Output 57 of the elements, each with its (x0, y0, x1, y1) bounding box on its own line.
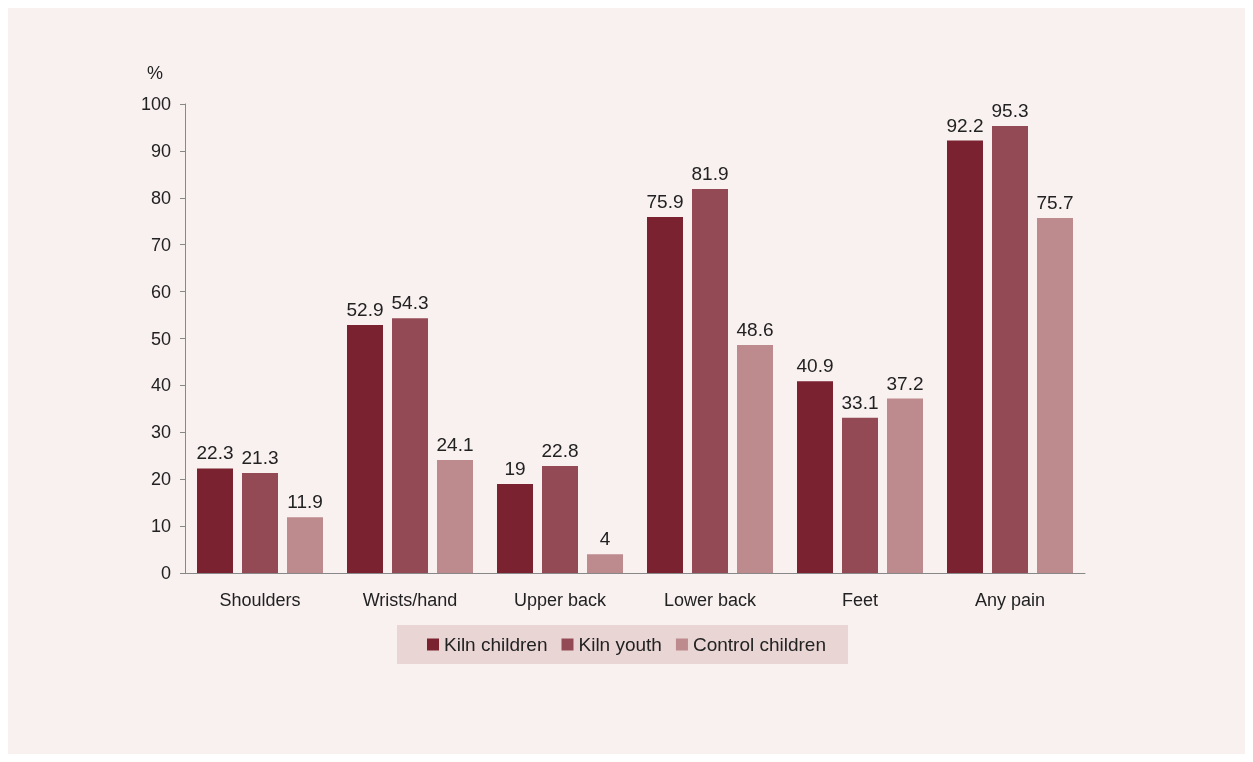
bar (347, 324, 383, 573)
data-label: 54.3 (391, 292, 429, 314)
y-tick-label: 80 (150, 187, 171, 208)
data-label: 81.9 (691, 162, 729, 184)
bar (647, 217, 683, 573)
bar (497, 483, 533, 573)
y-tick-label: 50 (150, 328, 171, 349)
data-label: 37.2 (886, 372, 924, 394)
bar (947, 140, 983, 573)
y-axis-title: % (146, 63, 163, 83)
legend-label: Control children (692, 634, 827, 655)
data-label: 4 (599, 528, 611, 550)
data-label: 40.9 (796, 355, 834, 377)
bar (737, 345, 773, 573)
data-label: 21.3 (241, 447, 279, 469)
y-tick-label: 10 (150, 516, 171, 537)
bar (392, 318, 428, 573)
bar (992, 126, 1028, 573)
x-tick-label: Shoulders (219, 590, 301, 610)
bar (197, 468, 233, 573)
data-label: 52.9 (346, 298, 384, 320)
x-tick-label: Lower back (663, 590, 758, 610)
y-tick-label: 100 (140, 94, 171, 114)
data-label: 11.9 (287, 491, 323, 513)
bar (1037, 217, 1073, 573)
x-tick-label: Upper back (513, 590, 608, 610)
bar (887, 398, 923, 573)
y-tick-label: 90 (150, 140, 171, 161)
data-label: 24.1 (436, 433, 474, 455)
y-tick-label: 20 (150, 469, 171, 490)
legend-label: Kiln children (444, 634, 548, 655)
data-label: 95.3 (991, 100, 1029, 122)
data-label: 22.3 (196, 442, 234, 464)
bar (287, 517, 323, 573)
data-label: 75.9 (646, 191, 684, 213)
data-label: 75.7 (1036, 191, 1074, 213)
x-tick-label: Any pain (974, 590, 1046, 610)
bar (587, 554, 623, 573)
data-label: 22.8 (541, 440, 579, 462)
data-label: 19 (504, 457, 526, 479)
y-tick-label: 40 (150, 375, 171, 396)
bar (797, 381, 833, 573)
y-tick-label: 70 (150, 234, 171, 255)
bar (842, 417, 878, 573)
y-tick-label: 0 (160, 563, 171, 583)
y-tick-label: 60 (150, 281, 171, 302)
data-label: 48.6 (736, 319, 774, 341)
bar (242, 473, 278, 573)
data-label: 33.1 (841, 391, 879, 413)
x-tick-label: Wrists/hand (362, 590, 458, 610)
bar (437, 459, 473, 573)
legend-label: Kiln youth (578, 634, 662, 655)
data-label: 92.2 (946, 114, 984, 136)
y-tick-label: 30 (150, 422, 171, 443)
x-tick-label: Feet (841, 590, 879, 610)
bar (542, 466, 578, 573)
bar (692, 188, 728, 573)
